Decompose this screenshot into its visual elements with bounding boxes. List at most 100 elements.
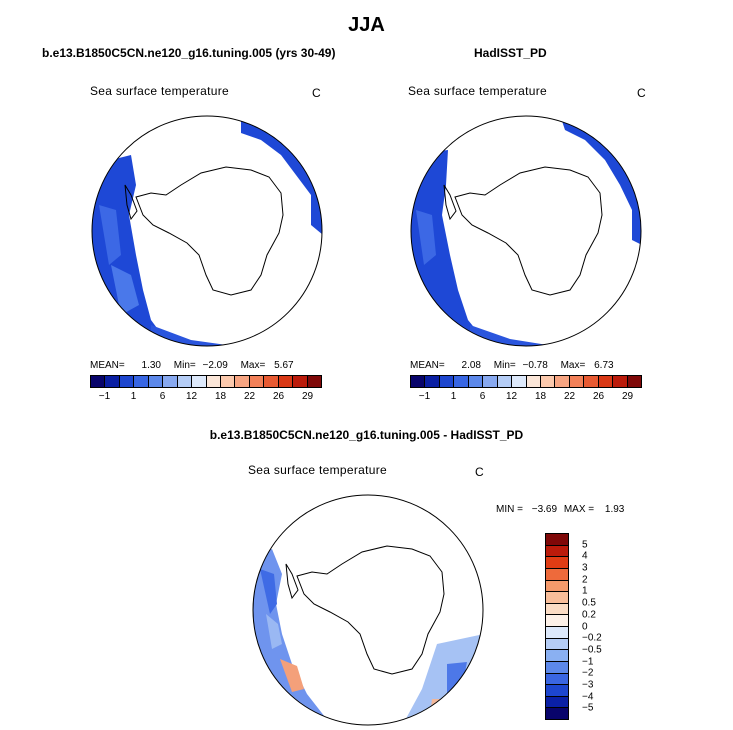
obs-colorbar-tick-label: 29 bbox=[621, 391, 634, 402]
obs-colorbar-swatch bbox=[483, 376, 498, 387]
mean-label: MEAN= bbox=[90, 360, 125, 371]
panel-model-colorbar-ticks: −1 1 6 12 18 22 26 29 bbox=[90, 391, 322, 403]
diff-colorbar-tick-label: −1 bbox=[582, 656, 594, 668]
diff-panel-map bbox=[252, 494, 484, 726]
diff-colorbar-tick-label: 1 bbox=[582, 585, 588, 597]
max-value: 1.93 bbox=[604, 504, 625, 515]
panel-obs-colorbar bbox=[410, 375, 642, 388]
model-colorbar-swatch bbox=[278, 376, 294, 387]
diff-colorbar-swatch bbox=[546, 638, 568, 651]
model-colorbar-tick-label: −1 bbox=[98, 391, 111, 402]
model-colorbar-swatch bbox=[105, 376, 120, 387]
model-colorbar-tick-label: 26 bbox=[272, 391, 285, 402]
mean-label: MEAN= bbox=[410, 360, 445, 371]
obs-colorbar-tick-label: −1 bbox=[418, 391, 431, 402]
min-value: −2.09 bbox=[202, 360, 228, 371]
diff-colorbar-swatch bbox=[546, 603, 568, 616]
model-colorbar-tick-label: 29 bbox=[301, 391, 314, 402]
obs-colorbar-tick-label: 26 bbox=[592, 391, 605, 402]
diff-colorbar-tick-label: 2 bbox=[582, 574, 588, 586]
model-colorbar-swatch bbox=[148, 376, 164, 387]
diff-colorbar-tick-label: −3 bbox=[582, 679, 594, 691]
model-colorbar-tick-label: 12 bbox=[185, 391, 198, 402]
diff-colorbar bbox=[545, 533, 569, 720]
model-colorbar-swatch bbox=[293, 376, 308, 387]
model-colorbar-tick-label: 1 bbox=[130, 391, 137, 402]
diff-colorbar-tick-label: −2 bbox=[582, 667, 594, 679]
obs-colorbar-tick-label: 18 bbox=[534, 391, 547, 402]
figure-title: JJA bbox=[348, 14, 385, 36]
obs-colorbar-tick-label: 22 bbox=[563, 391, 576, 402]
diff-colorbar-swatch bbox=[546, 673, 568, 686]
min-value: −0.78 bbox=[522, 360, 548, 371]
diff-panel-stats: MIN = −3.69 MAX = 1.93 bbox=[496, 504, 624, 515]
diff-colorbar-tick-label: 5 bbox=[582, 539, 588, 551]
model-colorbar-swatch bbox=[264, 376, 279, 387]
obs-colorbar-swatch bbox=[468, 376, 484, 387]
obs-colorbar-tick-label: 12 bbox=[505, 391, 518, 402]
diff-colorbar-swatch bbox=[546, 534, 568, 546]
diff-colorbar-swatch bbox=[546, 592, 568, 604]
diff-colorbar-swatch bbox=[546, 685, 568, 697]
obs-colorbar-swatch bbox=[526, 376, 541, 387]
diff-panel-title: b.e13.B1850C5CN.ne120_g16.tuning.005 - H… bbox=[209, 428, 524, 442]
panel-obs-title: HadISST_PD bbox=[474, 46, 547, 60]
diff-panel-variable: Sea surface temperature bbox=[248, 463, 387, 477]
diff-colorbar-tick-label: 4 bbox=[582, 550, 588, 562]
diff-colorbar-swatch bbox=[546, 557, 568, 569]
model-colorbar-swatch bbox=[177, 376, 193, 387]
obs-colorbar-swatch bbox=[540, 376, 556, 387]
max-value: 6.73 bbox=[594, 360, 614, 371]
mean-value: 2.08 bbox=[461, 360, 481, 371]
model-colorbar-swatch bbox=[91, 376, 106, 387]
diff-colorbar-swatch bbox=[546, 568, 568, 581]
obs-colorbar-swatch bbox=[569, 376, 585, 387]
panel-model-map bbox=[91, 115, 323, 347]
max-label: MAX = bbox=[563, 504, 595, 515]
diff-colorbar-tick-label: −0.5 bbox=[582, 644, 602, 656]
diff-colorbar-swatch bbox=[546, 696, 568, 709]
diff-colorbar-tick-label: −4 bbox=[582, 691, 594, 703]
panel-model-unit: C bbox=[312, 86, 321, 100]
panel-model-title: b.e13.B1850C5CN.ne120_g16.tuning.005 (yr… bbox=[42, 46, 336, 60]
model-colorbar-tick-label: 6 bbox=[159, 391, 166, 402]
obs-colorbar-swatch bbox=[613, 376, 628, 387]
model-colorbar-swatch bbox=[192, 376, 207, 387]
model-colorbar-swatch bbox=[134, 376, 149, 387]
min-label: Min= bbox=[493, 360, 516, 371]
model-colorbar-tick-label: 18 bbox=[214, 391, 227, 402]
obs-colorbar-swatch bbox=[497, 376, 513, 387]
diff-colorbar-ticks: 5 4 3 2 1 0.5 0.2 0 −0.2 −0.5 −1 −2 −3 −4 −5 bbox=[582, 533, 622, 720]
diff-colorbar-swatch bbox=[546, 615, 568, 627]
model-colorbar-swatch bbox=[235, 376, 250, 387]
diff-colorbar-swatch bbox=[546, 708, 568, 719]
mean-value: 1.30 bbox=[141, 360, 161, 371]
model-colorbar-swatch bbox=[249, 376, 265, 387]
model-colorbar-tick-label: 22 bbox=[243, 391, 256, 402]
obs-colorbar-swatch bbox=[627, 376, 641, 387]
diff-panel-unit: C bbox=[475, 465, 484, 479]
obs-colorbar-tick-label: 1 bbox=[450, 391, 457, 402]
max-value: 5.67 bbox=[274, 360, 294, 371]
min-label: Min= bbox=[173, 360, 196, 371]
diff-colorbar-swatch bbox=[546, 650, 568, 662]
panel-obs-unit: C bbox=[637, 86, 646, 100]
model-colorbar-swatch bbox=[206, 376, 221, 387]
diff-colorbar-tick-label: 0.5 bbox=[582, 597, 596, 609]
diff-colorbar-tick-label: −0.2 bbox=[582, 632, 602, 644]
diff-colorbar-tick-label: 3 bbox=[582, 562, 588, 574]
min-label: MIN = bbox=[496, 504, 523, 515]
max-label: Max= bbox=[560, 360, 586, 371]
panel-model-colorbar bbox=[90, 375, 322, 388]
diff-colorbar-swatch bbox=[546, 661, 568, 674]
model-colorbar-swatch bbox=[119, 376, 135, 387]
max-label: Max= bbox=[240, 360, 266, 371]
obs-colorbar-swatch bbox=[598, 376, 614, 387]
obs-colorbar-swatch bbox=[439, 376, 455, 387]
panel-obs-colorbar-ticks: −1 1 6 12 18 22 26 29 bbox=[410, 391, 642, 403]
model-colorbar-swatch bbox=[220, 376, 236, 387]
diff-colorbar-swatch bbox=[546, 580, 568, 593]
obs-colorbar-swatch bbox=[454, 376, 469, 387]
min-value: −3.69 bbox=[531, 504, 558, 515]
diff-colorbar-swatch bbox=[546, 627, 568, 639]
